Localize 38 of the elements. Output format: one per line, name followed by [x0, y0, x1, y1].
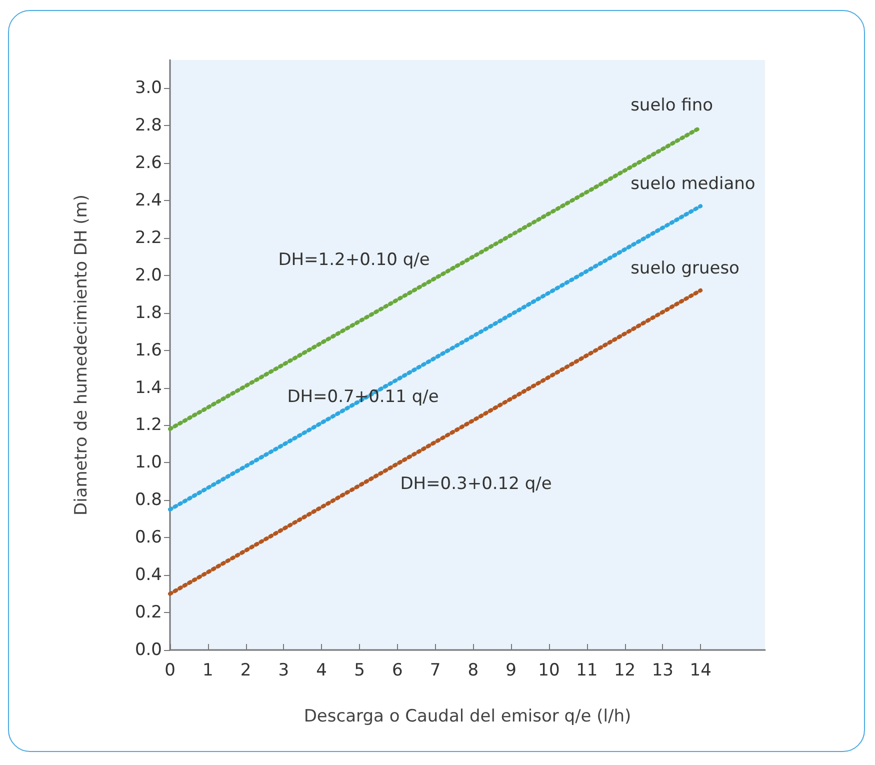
y-tick-label: 1.4	[134, 378, 162, 398]
x-tick-label: 1	[202, 660, 214, 680]
y-tick-label: 1.8	[134, 302, 162, 323]
x-tick-label: 2	[240, 660, 252, 680]
x-tick-label: 4	[316, 660, 328, 680]
y-tick-label: 3.0	[134, 78, 162, 98]
y-tick-label: 0.4	[134, 565, 162, 586]
y-tick-label: 0.0	[134, 640, 162, 660]
x-tick-label: 13	[652, 660, 674, 680]
y-tick-label: 2.2	[134, 228, 162, 248]
series-label: suelo mediano	[630, 174, 756, 194]
annotation: DH=1.2+0.10 q/e	[278, 250, 430, 270]
y-tick-label: 2.4	[134, 190, 162, 210]
x-tick-label: 10	[538, 660, 560, 680]
x-axis-title: Descarga o Caudal del emisor q/e (l/h)	[304, 706, 632, 726]
x-tick-label: 11	[576, 660, 598, 680]
y-tick-label: 1.0	[134, 452, 162, 473]
y-tick-label: 1.2	[134, 415, 162, 436]
x-tick-label: 6	[392, 660, 403, 680]
y-tick-label: 0.6	[134, 528, 162, 548]
series-label: suelo grueso	[630, 258, 740, 278]
x-tick-label: 14	[690, 660, 712, 680]
x-tick-label: 5	[354, 660, 365, 680]
x-tick-label: 3	[278, 660, 290, 680]
y-tick-label: 2.8	[134, 116, 162, 136]
y-tick-label: 0.2	[134, 602, 162, 623]
annotation: DH=0.3+0.12 q/e	[400, 474, 552, 494]
x-tick-label: 7	[430, 660, 441, 680]
x-tick-label: 12	[614, 660, 636, 680]
x-tick-label: 8	[468, 660, 479, 680]
y-tick-label: 1.6	[134, 340, 162, 360]
y-tick-label: 2.6	[134, 153, 162, 174]
x-tick-label: 9	[506, 660, 516, 680]
y-tick-label: 0.8	[134, 490, 162, 510]
y-axis-title: Diametro de humedecimiento DH (m)	[72, 194, 92, 516]
y-tick-label: 2.0	[134, 265, 162, 286]
series-label: suelo fino	[630, 95, 714, 116]
x-tick-label: 0	[164, 660, 176, 680]
